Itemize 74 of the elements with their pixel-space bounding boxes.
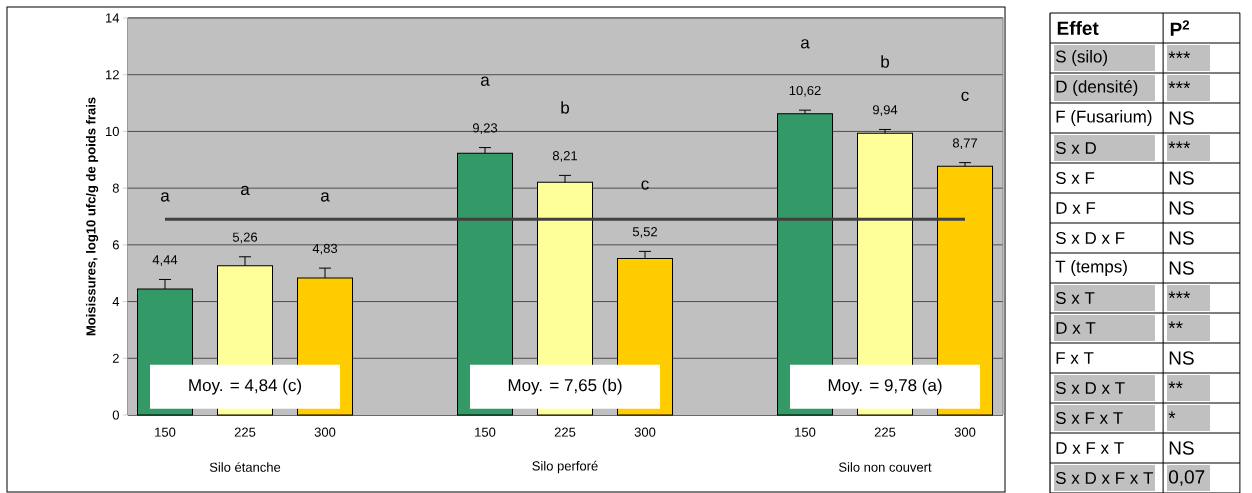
category-label: S x F x T — [1055, 411, 1123, 425]
annotation: a — [801, 39, 810, 49]
data-label: 9,94 — [872, 105, 898, 116]
text: 0,07 — [1168, 470, 1205, 486]
annotation: a — [321, 192, 330, 202]
text: *** — [1168, 141, 1191, 149]
data-label: 5,26 — [232, 232, 258, 244]
text: Silo étanche — [209, 462, 281, 472]
text: Silo perforé — [532, 460, 598, 474]
x-tick-label: 225 — [554, 427, 576, 437]
text: ** — [1168, 321, 1183, 329]
annotation: Moy. = 9,78 (a) — [828, 378, 942, 395]
annotation: a — [161, 192, 170, 202]
category-label: F x T — [1056, 352, 1094, 364]
text: NS — [1169, 261, 1194, 275]
category-label: S x D x F x T — [1055, 471, 1154, 485]
text: P$^{2}$ — [1170, 20, 1190, 36]
y-tick-label: 10 — [106, 126, 119, 137]
y-tick-label: 4 — [112, 297, 120, 307]
text: *** — [1168, 81, 1191, 89]
x-tick-label: 300 — [954, 427, 976, 437]
data-label: 4,44 — [152, 255, 178, 266]
category-label: F (Fusarium) — [1056, 110, 1152, 126]
text: NS — [1169, 351, 1194, 365]
category-label: S x F — [1055, 171, 1095, 185]
x-tick-label: 150 — [475, 427, 496, 437]
data-label: 8,21 — [552, 151, 578, 162]
y-tick-label: 6 — [112, 240, 119, 250]
category-label: S x D x T — [1055, 381, 1125, 395]
data-label: 4,83 — [312, 243, 338, 255]
category-label: D (densité) — [1056, 79, 1138, 97]
x-tick-label: 225 — [234, 427, 256, 437]
annotation: b — [561, 101, 570, 114]
data-label: 10,62 — [789, 85, 821, 97]
category-label: D x F — [1056, 202, 1096, 214]
y-tick-label: 8 — [112, 183, 119, 193]
category-label: D x T — [1056, 322, 1096, 334]
text: * — [1168, 411, 1176, 419]
data-label: 9,23 — [472, 123, 498, 135]
annotation: c — [961, 91, 969, 101]
annotation: c — [641, 180, 649, 190]
text: Effet — [1057, 21, 1099, 35]
annotation: Moy. = 4,84 (c) — [189, 378, 302, 395]
text: Silo non couvert — [839, 462, 932, 472]
y-tick-label: 0 — [112, 410, 119, 420]
text: NS — [1169, 441, 1194, 455]
y-tick-label: 14 — [106, 13, 120, 23]
category-label: S x D x F — [1055, 231, 1125, 245]
text: NS — [1169, 171, 1194, 185]
y-tick-label: 12 — [106, 70, 119, 80]
annotation: a — [481, 76, 490, 86]
x-tick-label: 150 — [795, 427, 816, 437]
x-tick-label: 150 — [155, 427, 176, 437]
x-tick-label: 300 — [634, 427, 656, 437]
y-axis-title: Moisissures, log10 ufc/g de poids frais — [85, 97, 99, 336]
data-label: 5,52 — [632, 227, 657, 238]
category-label: S x T — [1055, 291, 1095, 305]
y-tick-label: 2 — [112, 353, 119, 363]
annotation: Moy. = 7,65 (b) — [508, 378, 622, 395]
category-label: S x D — [1055, 141, 1096, 155]
text: NS — [1169, 111, 1194, 125]
text: ** — [1168, 381, 1183, 389]
text: NS — [1169, 231, 1194, 245]
annotation: b — [881, 55, 890, 68]
x-tick-label: 225 — [874, 427, 896, 437]
category-label: D x F x T — [1056, 442, 1124, 454]
text: *** — [1168, 291, 1191, 299]
data-label: 8,77 — [952, 138, 977, 150]
annotation: a — [241, 185, 250, 196]
category-label: S (silo) — [1055, 50, 1108, 66]
category-label: T (temps) — [1055, 260, 1127, 276]
x-tick-label: 300 — [314, 427, 336, 437]
text: NS — [1169, 201, 1194, 215]
text: *** — [1168, 51, 1191, 59]
